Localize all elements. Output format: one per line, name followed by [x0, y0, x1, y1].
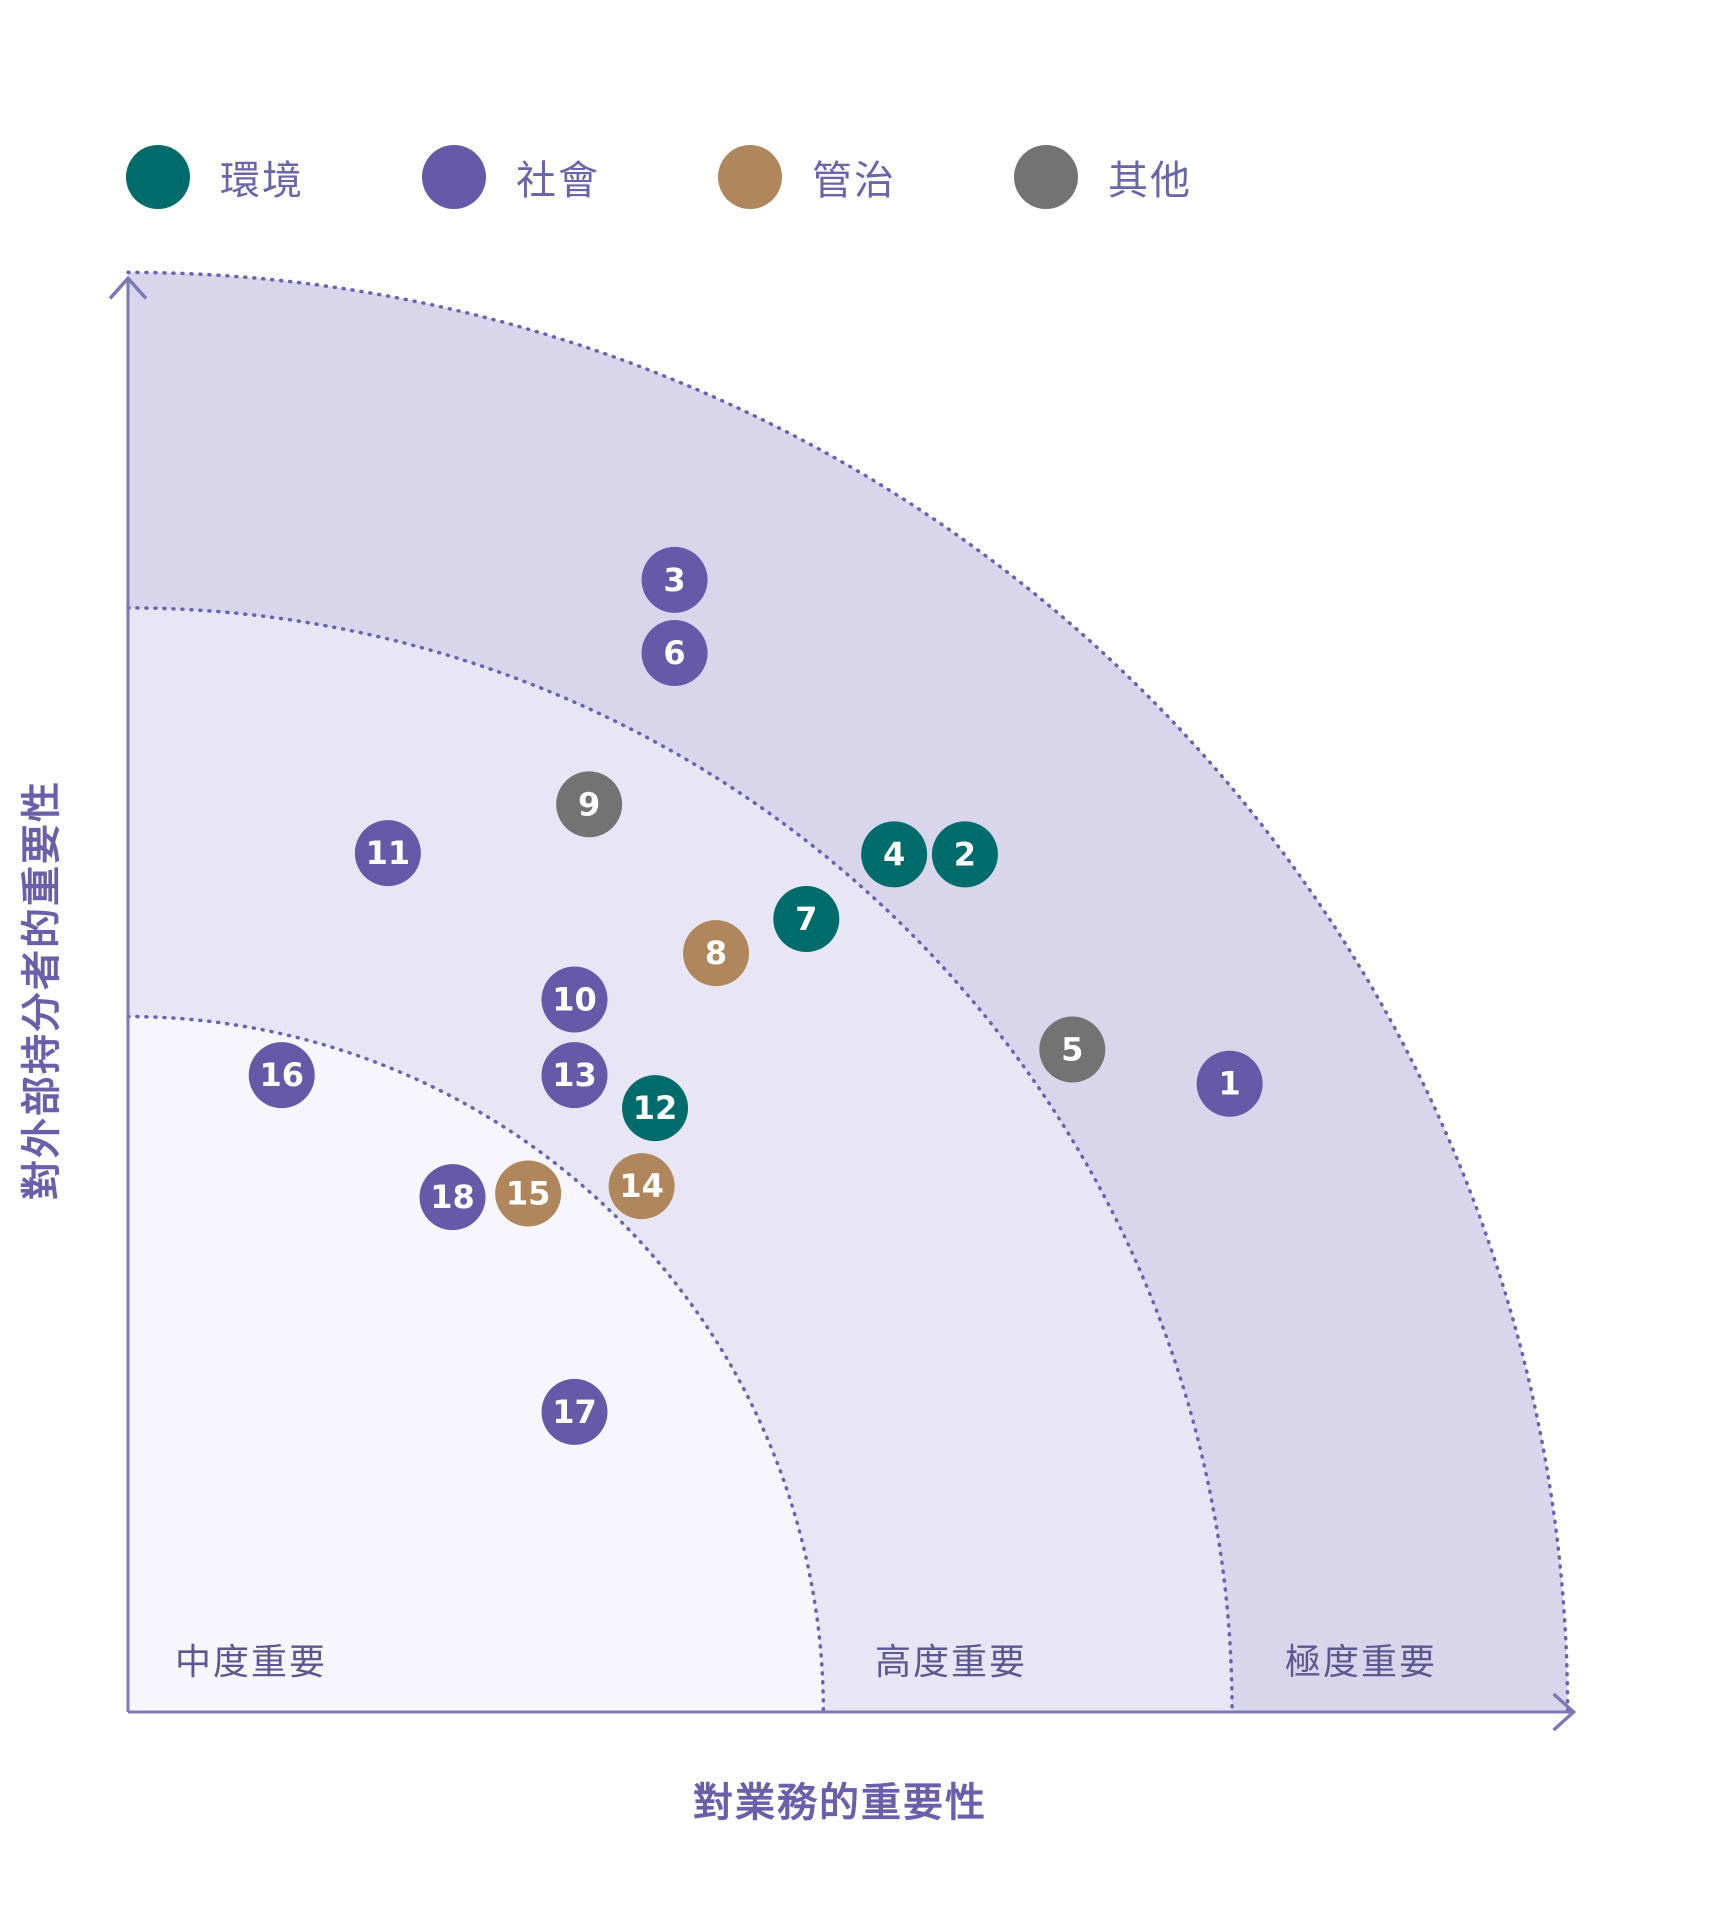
legend-swatch-social — [422, 145, 486, 209]
legend-swatch-other — [1014, 145, 1078, 209]
data-point-16: 16 — [248, 1042, 315, 1109]
data-point-5: 5 — [1039, 1016, 1106, 1083]
data-point-marker — [641, 620, 708, 687]
x-axis-label: 對業務的重要性 — [693, 1780, 987, 1826]
legend-item-other: 其他 — [1014, 132, 1192, 222]
data-point-label: 8 — [705, 934, 727, 972]
legend-swatch-governance — [718, 145, 782, 209]
data-point-label: 7 — [795, 900, 817, 938]
legend-swatch-environment — [126, 145, 190, 209]
data-point-marker — [354, 820, 421, 887]
data-point-14: 14 — [608, 1153, 675, 1220]
x-axis-arrow — [1552, 1692, 1577, 1732]
data-point-label: 5 — [1061, 1031, 1083, 1069]
data-point-label: 2 — [954, 835, 976, 873]
legend-label-governance: 管治 — [812, 158, 896, 204]
data-point-label: 1 — [1219, 1065, 1241, 1103]
data-point-marker — [1196, 1050, 1263, 1117]
data-point-11: 11 — [354, 820, 421, 887]
data-point-4: 4 — [861, 821, 928, 888]
data-point-marker — [931, 821, 998, 888]
data-point-8: 8 — [683, 920, 750, 987]
data-point-2: 2 — [931, 821, 998, 888]
legend-label-social: 社會 — [516, 158, 600, 204]
data-point-marker — [683, 920, 750, 987]
data-point-label: 14 — [619, 1167, 664, 1205]
data-point-6: 6 — [641, 620, 708, 687]
zone-label-3: 極度重要 — [1285, 1642, 1437, 1683]
data-point-label: 4 — [883, 835, 905, 873]
data-point-marker — [861, 821, 928, 888]
data-point-marker — [608, 1153, 675, 1220]
data-point-17: 17 — [541, 1378, 608, 1445]
data-point-13: 13 — [541, 1042, 608, 1109]
data-point-label: 18 — [430, 1178, 475, 1216]
data-point-1: 1 — [1196, 1050, 1263, 1117]
data-point-15: 15 — [495, 1160, 562, 1227]
data-point-marker — [556, 771, 623, 838]
data-point-10: 10 — [541, 966, 608, 1033]
data-point-label: 17 — [552, 1393, 597, 1431]
data-point-marker — [419, 1164, 486, 1231]
data-point-3: 3 — [641, 546, 708, 613]
legend-item-social: 社會 — [422, 132, 600, 222]
data-point-label: 12 — [633, 1089, 678, 1127]
zone-label-1: 中度重要 — [175, 1642, 327, 1683]
data-point-marker — [495, 1160, 562, 1227]
data-point-label: 9 — [578, 785, 600, 823]
zone-band-1 — [128, 1016, 824, 1712]
legend-item-governance: 管治 — [718, 132, 896, 222]
legend-label-other: 其他 — [1108, 158, 1192, 204]
data-point-label: 11 — [366, 834, 411, 872]
data-point-marker — [773, 886, 840, 952]
legend-label-environment: 環境 — [220, 158, 304, 204]
y-axis-label: 對外部持分者的重要性 — [19, 780, 65, 1200]
data-point-marker — [248, 1042, 315, 1109]
zone-label-2: 高度重要 — [875, 1642, 1027, 1683]
data-point-label: 15 — [506, 1175, 551, 1213]
data-point-label: 6 — [663, 634, 685, 672]
data-point-marker — [541, 1042, 608, 1109]
zone-boundary-2 — [126, 606, 1234, 1714]
legend: 環境 社會 管治 其他 — [0, 132, 1720, 222]
data-point-9: 9 — [556, 771, 623, 838]
data-point-12: 12 — [622, 1075, 689, 1142]
data-point-18: 18 — [419, 1164, 486, 1231]
data-point-7: 7 — [773, 886, 840, 952]
data-point-marker — [1039, 1016, 1106, 1083]
data-point-marker — [622, 1075, 689, 1142]
data-point-label: 10 — [552, 981, 597, 1019]
data-point-label: 3 — [663, 561, 685, 599]
data-point-label: 13 — [552, 1056, 597, 1094]
data-point-marker — [541, 1378, 608, 1445]
data-point-label: 16 — [259, 1056, 304, 1094]
legend-item-environment: 環境 — [126, 132, 304, 222]
data-point-marker — [541, 966, 608, 1033]
data-point-marker — [641, 546, 708, 613]
y-axis-arrow — [108, 275, 148, 300]
